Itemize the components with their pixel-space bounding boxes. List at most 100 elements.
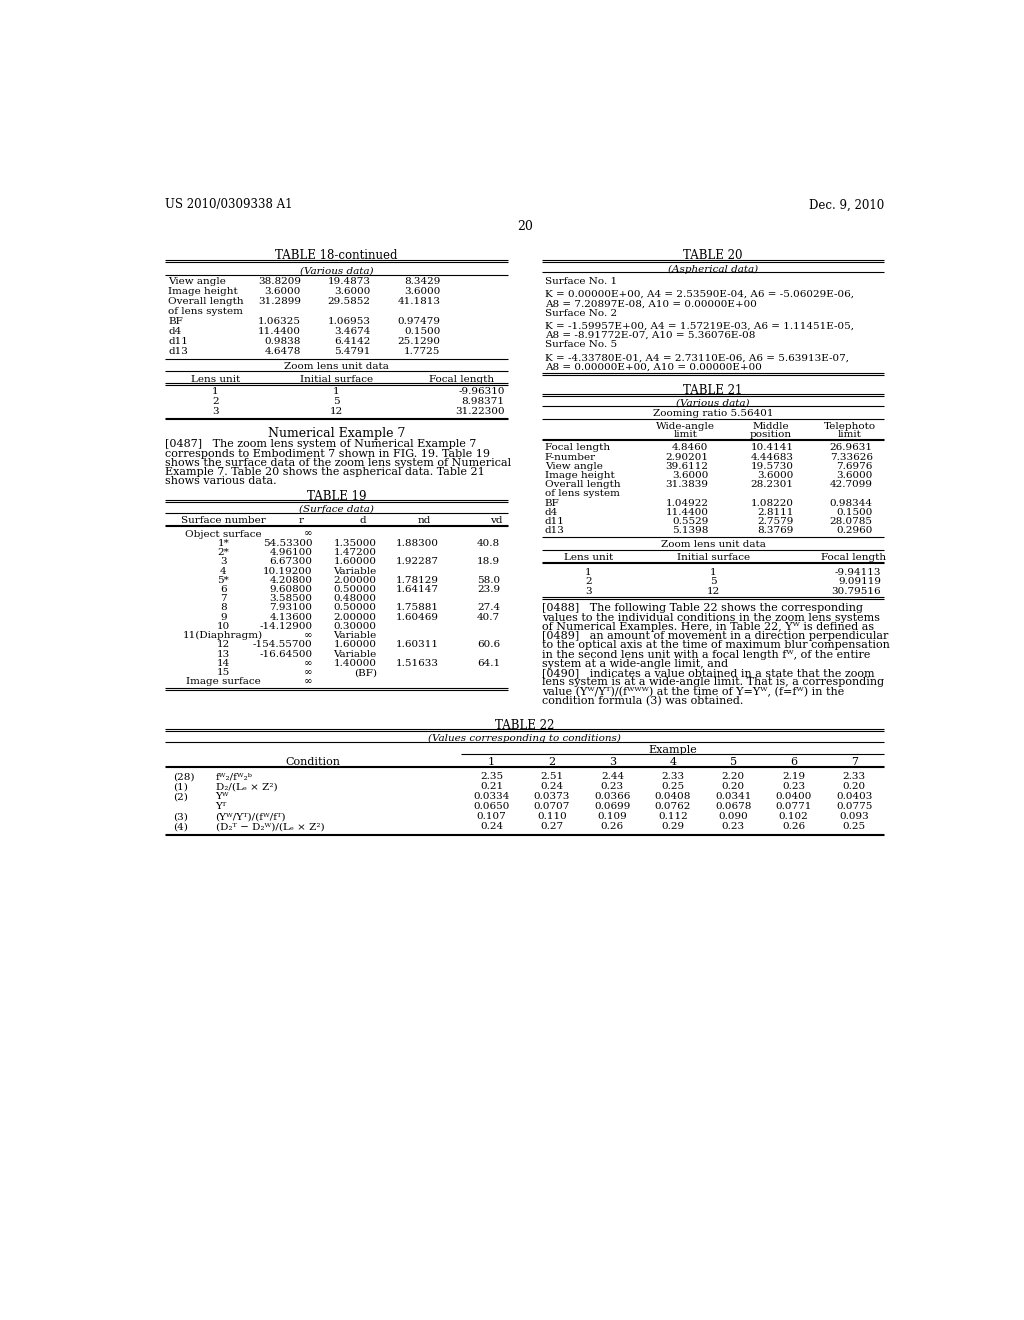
Text: 5*: 5* xyxy=(217,576,229,585)
Text: 2: 2 xyxy=(549,756,555,767)
Text: 6.67300: 6.67300 xyxy=(269,557,312,566)
Text: 0.98344: 0.98344 xyxy=(829,499,872,508)
Text: d: d xyxy=(359,516,367,524)
Text: 0.20: 0.20 xyxy=(722,781,744,791)
Text: 7.6976: 7.6976 xyxy=(837,462,872,471)
Text: 54.53300: 54.53300 xyxy=(263,539,312,548)
Text: 10.19200: 10.19200 xyxy=(263,566,312,576)
Text: 0.1500: 0.1500 xyxy=(837,508,872,517)
Text: 4.8460: 4.8460 xyxy=(672,444,709,453)
Text: 2.33: 2.33 xyxy=(843,772,865,781)
Text: 2.00000: 2.00000 xyxy=(334,612,377,622)
Text: 1.60311: 1.60311 xyxy=(395,640,438,649)
Text: 13: 13 xyxy=(217,649,230,659)
Text: TABLE 20: TABLE 20 xyxy=(683,249,742,263)
Text: shows various data.: shows various data. xyxy=(165,477,276,486)
Text: 0.30000: 0.30000 xyxy=(334,622,377,631)
Text: TABLE 22: TABLE 22 xyxy=(496,719,554,733)
Text: Object surface: Object surface xyxy=(185,529,262,539)
Text: 7.33626: 7.33626 xyxy=(829,453,872,462)
Text: [0490]   indicates a value obtained in a state that the zoom: [0490] indicates a value obtained in a s… xyxy=(542,668,874,678)
Text: 0.26: 0.26 xyxy=(782,822,805,832)
Text: 0.109: 0.109 xyxy=(597,812,628,821)
Text: 3: 3 xyxy=(220,557,226,566)
Text: 1.35000: 1.35000 xyxy=(334,539,377,548)
Text: 3: 3 xyxy=(609,756,616,767)
Text: 18.9: 18.9 xyxy=(477,557,500,566)
Text: (Values corresponding to conditions): (Values corresponding to conditions) xyxy=(428,734,622,743)
Text: (Yᵂ/Yᵀ)/(fᵂ/fᵀ): (Yᵂ/Yᵀ)/(fᵂ/fᵀ) xyxy=(216,812,286,821)
Text: of Numerical Examples. Here, in Table 22, Yᵂ is defined as: of Numerical Examples. Here, in Table 22… xyxy=(542,622,873,632)
Text: 10: 10 xyxy=(217,622,230,631)
Text: 42.7099: 42.7099 xyxy=(829,480,872,490)
Text: 3.6000: 3.6000 xyxy=(403,286,440,296)
Text: BF: BF xyxy=(168,317,183,326)
Text: of lens system: of lens system xyxy=(168,308,243,315)
Text: 0.26: 0.26 xyxy=(601,822,624,832)
Text: 3.4674: 3.4674 xyxy=(334,327,371,337)
Text: 2.51: 2.51 xyxy=(541,772,563,781)
Text: 30.79516: 30.79516 xyxy=(831,586,882,595)
Text: ∞: ∞ xyxy=(304,631,312,640)
Text: 3.6000: 3.6000 xyxy=(264,286,301,296)
Text: (BF): (BF) xyxy=(353,668,377,677)
Text: nd: nd xyxy=(418,516,431,524)
Text: 40.8: 40.8 xyxy=(477,539,500,548)
Text: Focal length: Focal length xyxy=(545,444,610,453)
Text: 31.2899: 31.2899 xyxy=(258,297,301,306)
Text: (Aspherical data): (Aspherical data) xyxy=(668,264,758,273)
Text: 6: 6 xyxy=(220,585,226,594)
Text: 11(Diaphragm): 11(Diaphragm) xyxy=(183,631,263,640)
Text: 5: 5 xyxy=(730,756,737,767)
Text: 1.60469: 1.60469 xyxy=(395,612,438,622)
Text: 1.06953: 1.06953 xyxy=(328,317,371,326)
Text: 0.24: 0.24 xyxy=(480,822,503,832)
Text: 0.090: 0.090 xyxy=(719,812,749,821)
Text: 2.8111: 2.8111 xyxy=(758,508,794,517)
Text: Image height: Image height xyxy=(168,286,238,296)
Text: 0.0334: 0.0334 xyxy=(473,792,510,801)
Text: 4: 4 xyxy=(670,756,677,767)
Text: 2.19: 2.19 xyxy=(782,772,805,781)
Text: 6.4142: 6.4142 xyxy=(334,337,371,346)
Text: 0.27: 0.27 xyxy=(541,822,563,832)
Text: position: position xyxy=(750,430,792,440)
Text: 9.09119: 9.09119 xyxy=(839,577,882,586)
Text: 1: 1 xyxy=(710,568,717,577)
Text: 10.4141: 10.4141 xyxy=(751,444,794,453)
Text: 5.4791: 5.4791 xyxy=(334,347,371,356)
Text: 0.50000: 0.50000 xyxy=(334,585,377,594)
Text: 2.90201: 2.90201 xyxy=(666,453,709,462)
Text: [0489]   an amount of movement in a direction perpendicular: [0489] an amount of movement in a direct… xyxy=(542,631,888,642)
Text: Dec. 9, 2010: Dec. 9, 2010 xyxy=(809,198,885,211)
Text: 64.1: 64.1 xyxy=(477,659,500,668)
Text: Variable: Variable xyxy=(334,649,377,659)
Text: 40.7: 40.7 xyxy=(477,612,500,622)
Text: -16.64500: -16.64500 xyxy=(259,649,312,659)
Text: View angle: View angle xyxy=(168,277,226,286)
Text: 8.3769: 8.3769 xyxy=(758,527,794,536)
Text: lens system is at a wide-angle limit. That is, a corresponding: lens system is at a wide-angle limit. Th… xyxy=(542,677,884,688)
Text: 1.60000: 1.60000 xyxy=(334,557,377,566)
Text: 12: 12 xyxy=(217,640,230,649)
Text: Telephoto: Telephoto xyxy=(823,422,876,430)
Text: 11.4400: 11.4400 xyxy=(666,508,709,517)
Text: Overall length: Overall length xyxy=(545,480,621,490)
Text: K = -4.33780E-01, A4 = 2.73110E-06, A6 = 5.63913E-07,: K = -4.33780E-01, A4 = 2.73110E-06, A6 =… xyxy=(545,354,849,362)
Text: 1*: 1* xyxy=(217,539,229,548)
Text: 0.0762: 0.0762 xyxy=(654,803,691,810)
Text: [0487]   The zoom lens system of Numerical Example 7: [0487] The zoom lens system of Numerical… xyxy=(165,440,476,449)
Text: View angle: View angle xyxy=(545,462,603,471)
Text: 0.0341: 0.0341 xyxy=(715,792,752,801)
Text: 39.6112: 39.6112 xyxy=(666,462,709,471)
Text: 0.0400: 0.0400 xyxy=(775,792,812,801)
Text: 0.2960: 0.2960 xyxy=(837,527,872,536)
Text: 1.04922: 1.04922 xyxy=(666,499,709,508)
Text: Zooming ratio 5.56401: Zooming ratio 5.56401 xyxy=(653,409,773,418)
Text: 9: 9 xyxy=(220,612,226,622)
Text: 0.0775: 0.0775 xyxy=(836,803,872,810)
Text: 1.51633: 1.51633 xyxy=(395,659,438,668)
Text: 7: 7 xyxy=(851,756,858,767)
Text: 8: 8 xyxy=(220,603,226,612)
Text: Surface No. 5: Surface No. 5 xyxy=(545,341,617,348)
